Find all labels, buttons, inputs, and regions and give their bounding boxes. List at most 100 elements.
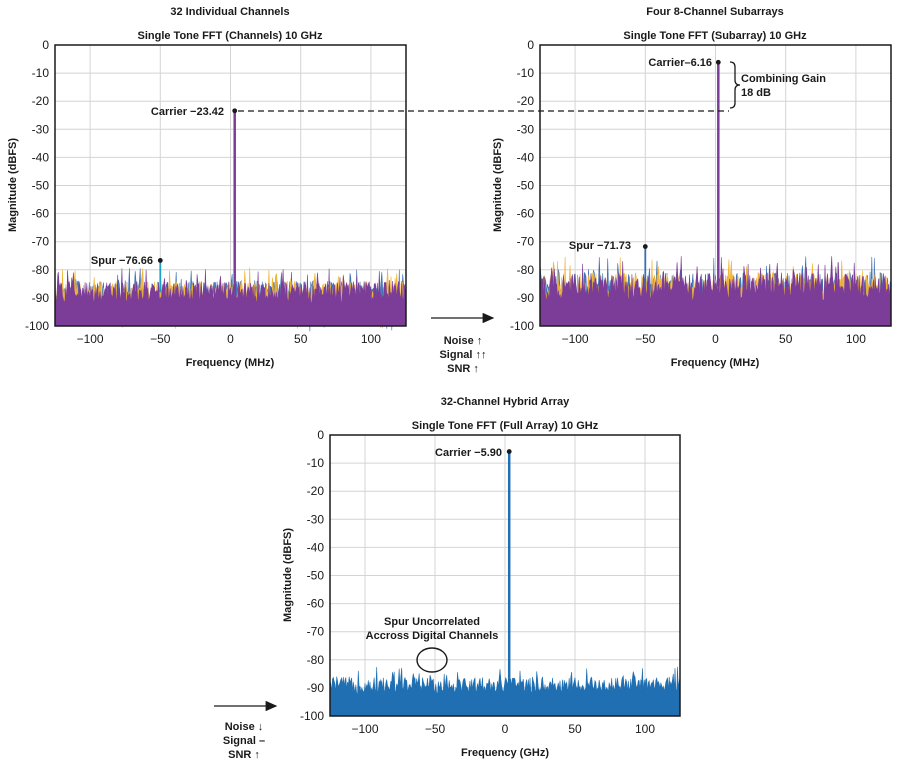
y-tick-label: -50 bbox=[517, 179, 535, 193]
x-axis-label: Frequency (MHz) bbox=[671, 357, 760, 369]
y-tick-label: -40 bbox=[517, 150, 535, 164]
y-tick-label: -80 bbox=[32, 263, 50, 277]
y-tick-label: -40 bbox=[32, 150, 50, 164]
chart-title: Single Tone FFT (Subarray) 10 GHz bbox=[623, 30, 807, 42]
combining-gain-brace bbox=[729, 61, 741, 109]
signal-change: Signal – bbox=[223, 735, 265, 747]
carrier-marker bbox=[506, 449, 512, 454]
y-tick-label: -60 bbox=[307, 597, 325, 611]
x-tick-label: −50 bbox=[150, 332, 171, 346]
y-tick-label: -90 bbox=[32, 291, 50, 305]
y-tick-label: 0 bbox=[317, 428, 324, 442]
combining-gain-label: Combining Gain bbox=[741, 73, 826, 85]
noise-floor-series bbox=[329, 666, 681, 717]
y-tick-label: -30 bbox=[32, 122, 50, 136]
grid bbox=[330, 434, 680, 717]
signal-marks bbox=[506, 449, 512, 686]
x-tick-label: 50 bbox=[568, 722, 582, 736]
x-tick-label: −100 bbox=[562, 332, 589, 346]
y-axis-label: Magnitude (dBFS) bbox=[7, 138, 19, 232]
noise-trace-3 bbox=[54, 268, 407, 327]
y-axis-label: Magnitude (dBFS) bbox=[492, 138, 504, 232]
noise-trace-3 bbox=[539, 256, 892, 327]
y-tick-label: -20 bbox=[32, 94, 50, 108]
x-tick-label: 0 bbox=[502, 722, 509, 736]
y-tick-label: -50 bbox=[32, 179, 50, 193]
y-tick-label: 0 bbox=[42, 38, 49, 52]
y-tick-label: -20 bbox=[307, 484, 325, 498]
plot-frame bbox=[54, 44, 407, 327]
spur-note-line1: Spur Uncorrelated bbox=[384, 616, 480, 628]
carrier-label: Carrier −23.42 bbox=[151, 106, 224, 118]
y-tick-label: -100 bbox=[510, 319, 534, 333]
carrier-marker bbox=[715, 59, 721, 65]
y-tick-labels: 0 -10 -20 -30 -40 -50 -60 -70 -80 -90 -100 bbox=[25, 38, 49, 333]
snr-change: SNR ↑ bbox=[228, 749, 260, 761]
y-tick-label: -80 bbox=[307, 653, 325, 667]
spur-note-line2: Accross Digital Channels bbox=[366, 630, 499, 642]
y-tick-label: -30 bbox=[517, 122, 535, 136]
chart-title: Single Tone FFT (Full Array) 10 GHz bbox=[412, 420, 599, 432]
y-tick-label: -40 bbox=[307, 540, 325, 554]
plot-frame bbox=[329, 434, 681, 717]
spur-label: Spur −76.66 bbox=[91, 255, 153, 267]
y-tick-label: -60 bbox=[32, 207, 50, 221]
noise-change: Noise ↓ bbox=[225, 721, 264, 733]
snr-change: SNR ↑ bbox=[447, 363, 479, 375]
carrier-marker bbox=[232, 108, 238, 114]
spur-marker bbox=[157, 258, 163, 263]
plot-frame bbox=[539, 44, 892, 327]
panel-heading: Four 8-Channel Subarrays bbox=[646, 6, 784, 18]
y-tick-label: -90 bbox=[307, 681, 325, 695]
noise-floor-series bbox=[54, 267, 407, 332]
y-tick-label: -100 bbox=[25, 319, 49, 333]
y-tick-label: -10 bbox=[32, 66, 50, 80]
x-tick-label: 50 bbox=[294, 332, 308, 346]
transition-to-subarray: Noise ↑ Signal ↑↑ SNR ↑ bbox=[431, 312, 495, 375]
panel-subarrays: Four 8-Channel Subarrays Single Tone FFT… bbox=[492, 6, 892, 369]
y-tick-label: -70 bbox=[32, 235, 50, 249]
y-tick-label: 0 bbox=[527, 38, 534, 52]
y-tick-labels: 0 -10 -20 -30 -40 -50 -60 -70 -80 -90 -100 bbox=[300, 428, 324, 723]
y-tick-label: -10 bbox=[307, 456, 325, 470]
x-tick-label: −100 bbox=[77, 332, 104, 346]
x-tick-label: 100 bbox=[635, 722, 655, 736]
y-tick-label: -20 bbox=[517, 94, 535, 108]
spur-marker bbox=[642, 244, 648, 249]
y-tick-labels: 0 -10 -20 -30 -40 -50 -60 -70 -80 -90 -100 bbox=[510, 38, 534, 333]
x-tick-label: −100 bbox=[351, 722, 378, 736]
combining-gain-value: 18 dB bbox=[741, 87, 771, 99]
y-tick-label: -70 bbox=[307, 625, 325, 639]
x-axis-label: Frequency (MHz) bbox=[186, 357, 275, 369]
y-tick-label: -90 bbox=[517, 291, 535, 305]
noise-trace-1 bbox=[329, 666, 681, 717]
panel-heading: 32 Individual Channels bbox=[170, 6, 289, 18]
noise-floor-series bbox=[539, 256, 892, 327]
x-tick-labels: −100 −50 0 50 100 bbox=[351, 722, 655, 736]
x-tick-label: −50 bbox=[425, 722, 446, 736]
chart-title: Single Tone FFT (Channels) 10 GHz bbox=[138, 30, 323, 42]
x-tick-label: −50 bbox=[635, 332, 656, 346]
y-tick-label: -30 bbox=[307, 512, 325, 526]
x-tick-label: 0 bbox=[227, 332, 234, 346]
carrier-label: Carrier–6.16 bbox=[648, 57, 712, 69]
transition-to-hybrid: Noise ↓ Signal – SNR ↑ bbox=[214, 700, 278, 761]
x-tick-label: 100 bbox=[846, 332, 866, 346]
y-tick-label: -10 bbox=[517, 66, 535, 80]
x-tick-labels: −100 −50 0 50 100 bbox=[562, 332, 867, 346]
x-tick-labels: −100 −50 0 50 100 bbox=[77, 332, 382, 346]
spur-label: Spur −71.73 bbox=[569, 240, 631, 252]
noise-change: Noise ↑ bbox=[444, 335, 483, 347]
y-tick-label: -60 bbox=[517, 207, 535, 221]
carrier-label: Carrier −5.90 bbox=[435, 447, 502, 459]
x-tick-label: 0 bbox=[712, 332, 719, 346]
y-tick-label: -50 bbox=[307, 569, 325, 583]
y-tick-label: -80 bbox=[517, 263, 535, 277]
y-tick-label: -100 bbox=[300, 709, 324, 723]
panel-hybrid-array: 32-Channel Hybrid Array Single Tone FFT … bbox=[282, 396, 681, 759]
x-axis-label: Frequency (GHz) bbox=[461, 747, 549, 759]
x-tick-label: 50 bbox=[779, 332, 793, 346]
y-axis-label: Magnitude (dBFS) bbox=[282, 528, 294, 622]
panel-heading: 32-Channel Hybrid Array bbox=[441, 396, 570, 408]
